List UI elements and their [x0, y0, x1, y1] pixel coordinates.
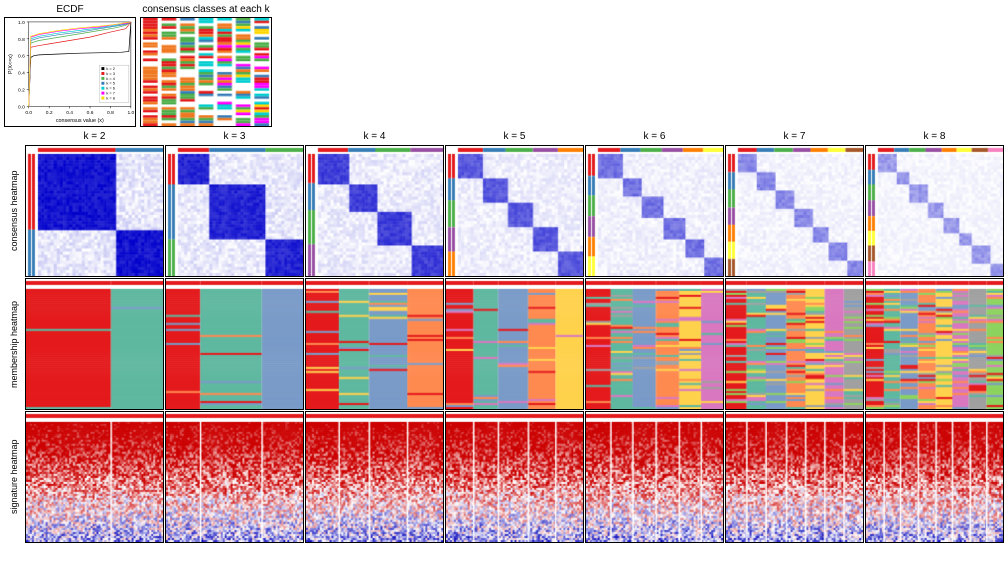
- top-row: ECDF 0.0 0.2 0.4 0.6 0.8 1.0 0.0 0.2 0.4 0.6 0.8 1.…: [4, 4, 1004, 127]
- svg-text:P(X<=x): P(X<=x): [8, 54, 14, 74]
- col-header-k4: k = 4: [305, 129, 444, 144]
- col-header-k8: k = 8: [865, 129, 1004, 144]
- ecdf-svg: 0.0 0.2 0.4 0.6 0.8 1.0 0.0 0.2 0.4 0.6 0.8 1.0 cons…: [5, 18, 135, 126]
- svg-text:1.0: 1.0: [127, 110, 134, 116]
- consensus-k3: [165, 145, 304, 277]
- consensus-k8: [865, 145, 1004, 277]
- signature-k3: [165, 411, 304, 543]
- consensus-k5: [445, 145, 584, 277]
- col-header-k5: k = 5: [445, 129, 584, 144]
- signature-k5: [445, 411, 584, 543]
- svg-text:0.0: 0.0: [18, 104, 25, 110]
- membership-k2: [25, 278, 164, 410]
- consensus-k2: [25, 145, 164, 277]
- consensus-k7: [725, 145, 864, 277]
- col-header-k7: k = 7: [725, 129, 864, 144]
- svg-text:0.4: 0.4: [66, 110, 73, 116]
- svg-text:0.0: 0.0: [25, 110, 32, 116]
- svg-text:0.2: 0.2: [46, 110, 53, 116]
- row-label-consensus: consensus heatmap: [4, 145, 24, 277]
- signature-k6: [585, 411, 724, 543]
- col-header-k6: k = 6: [585, 129, 724, 144]
- row-label-membership: membership heatmap: [4, 278, 24, 410]
- figure-container: ECDF 0.0 0.2 0.4 0.6 0.8 1.0 0.0 0.2 0.4 0.6 0.8 1.…: [0, 0, 1008, 547]
- membership-k6: [585, 278, 724, 410]
- consensus-classes-panel: consensus classes at each k: [140, 4, 272, 127]
- membership-k5: [445, 278, 584, 410]
- svg-text:k = 8: k = 8: [106, 95, 115, 100]
- consensus-classes-plot: [140, 17, 272, 127]
- signature-k4: [305, 411, 444, 543]
- consensus-classes-title: consensus classes at each k: [140, 4, 272, 15]
- col-header-k2: k = 2: [25, 129, 164, 144]
- svg-text:1.0: 1.0: [18, 20, 25, 26]
- svg-text:0.6: 0.6: [87, 110, 94, 116]
- ecdf-title: ECDF: [4, 4, 136, 15]
- svg-text:0.6: 0.6: [18, 54, 25, 60]
- signature-k7: [725, 411, 864, 543]
- svg-text:0.8: 0.8: [18, 37, 25, 43]
- membership-k3: [165, 278, 304, 410]
- signature-k2: [25, 411, 164, 543]
- svg-text:0.2: 0.2: [18, 87, 25, 93]
- membership-k7: [725, 278, 864, 410]
- consensus-k4: [305, 145, 444, 277]
- svg-text:0.8: 0.8: [107, 110, 114, 116]
- membership-k8: [865, 278, 1004, 410]
- main-grid: k = 2 k = 3 k = 4 k = 5 k = 6 k = 7 k = …: [4, 129, 1004, 543]
- consensus-classes-canvas: [141, 18, 271, 126]
- ecdf-plot: 0.0 0.2 0.4 0.6 0.8 1.0 0.0 0.2 0.4 0.6 0.8 1.0 cons…: [4, 17, 136, 127]
- col-header-k3: k = 3: [165, 129, 304, 144]
- ecdf-panel: ECDF 0.0 0.2 0.4 0.6 0.8 1.0 0.0 0.2 0.4 0.6 0.8 1.…: [4, 4, 136, 127]
- svg-text:0.4: 0.4: [18, 71, 25, 77]
- consensus-k6: [585, 145, 724, 277]
- svg-text:consensus value (x): consensus value (x): [56, 118, 104, 124]
- signature-k8: [865, 411, 1004, 543]
- row-label-signature: signature heatmap: [4, 411, 24, 543]
- membership-k4: [305, 278, 444, 410]
